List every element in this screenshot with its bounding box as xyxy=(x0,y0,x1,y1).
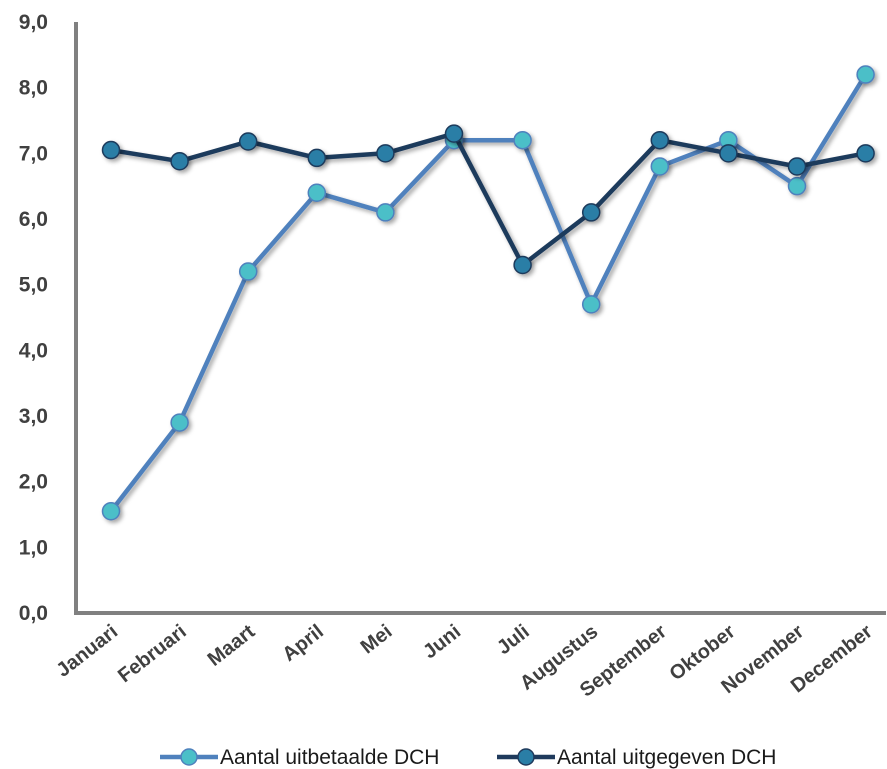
data-point xyxy=(650,157,670,176)
legend-label: Aantal uitbetaalde DCH xyxy=(220,746,439,769)
data-point xyxy=(856,144,875,163)
y-tick-label: 1,0 xyxy=(19,536,48,559)
y-tick-label: 8,0 xyxy=(19,77,48,100)
chart-axes xyxy=(74,22,886,615)
y-tick-label: 2,0 xyxy=(19,471,48,494)
data-point xyxy=(787,157,807,176)
x-tick-label: April xyxy=(278,621,327,666)
data-point xyxy=(650,130,670,150)
series-2 xyxy=(101,124,875,275)
x-tick-label: Mei xyxy=(357,621,397,659)
data-point xyxy=(238,132,258,151)
x-tick-label: Juni xyxy=(419,621,465,664)
legend-label: Aantal uitgegeven DCH xyxy=(557,746,776,769)
legend-item: Aantal uitgegeven DCH xyxy=(497,746,776,769)
data-point xyxy=(376,144,395,163)
data-point xyxy=(856,65,875,84)
legend-item: Aantal uitbetaalde DCH xyxy=(160,746,439,769)
y-tick-label: 6,0 xyxy=(19,208,48,231)
y-tick-label: 5,0 xyxy=(19,274,48,297)
legend-marker-swatch xyxy=(517,748,535,766)
data-point xyxy=(513,130,532,150)
data-point xyxy=(444,124,464,143)
y-tick-label: 9,0 xyxy=(19,11,48,34)
data-point xyxy=(307,148,327,168)
x-tick-label: Januari xyxy=(52,621,122,682)
data-point xyxy=(513,255,532,275)
data-point xyxy=(719,144,738,163)
data-point xyxy=(101,501,121,521)
x-tick-label: Juli xyxy=(493,621,534,660)
legend-marker-swatch xyxy=(180,748,198,766)
series-layer xyxy=(101,65,875,521)
y-tick-label: 3,0 xyxy=(19,405,48,428)
data-point xyxy=(170,151,189,171)
data-point xyxy=(581,203,601,222)
y-axis-ticks: 0,0 1,0 2,0 3,0 4,0 5,0 6,0 7,0 8,0 9,0 xyxy=(19,11,48,625)
data-point xyxy=(376,203,395,222)
y-tick-label: 7,0 xyxy=(19,142,48,165)
data-point xyxy=(101,140,121,160)
data-point xyxy=(238,262,258,281)
x-tick-label: Februari xyxy=(114,621,191,688)
series-line xyxy=(109,73,868,513)
data-point xyxy=(787,176,807,196)
data-point xyxy=(170,413,189,432)
x-tick-label: Maart xyxy=(204,620,260,670)
series-1 xyxy=(101,65,875,521)
legend: Aantal uitbetaalde DCH Aantal uitgegeven … xyxy=(160,746,776,769)
series-line xyxy=(110,131,867,268)
data-point xyxy=(581,295,601,314)
y-tick-label: 0,0 xyxy=(19,602,48,625)
data-point xyxy=(307,183,327,202)
y-tick-label: 4,0 xyxy=(19,339,48,362)
